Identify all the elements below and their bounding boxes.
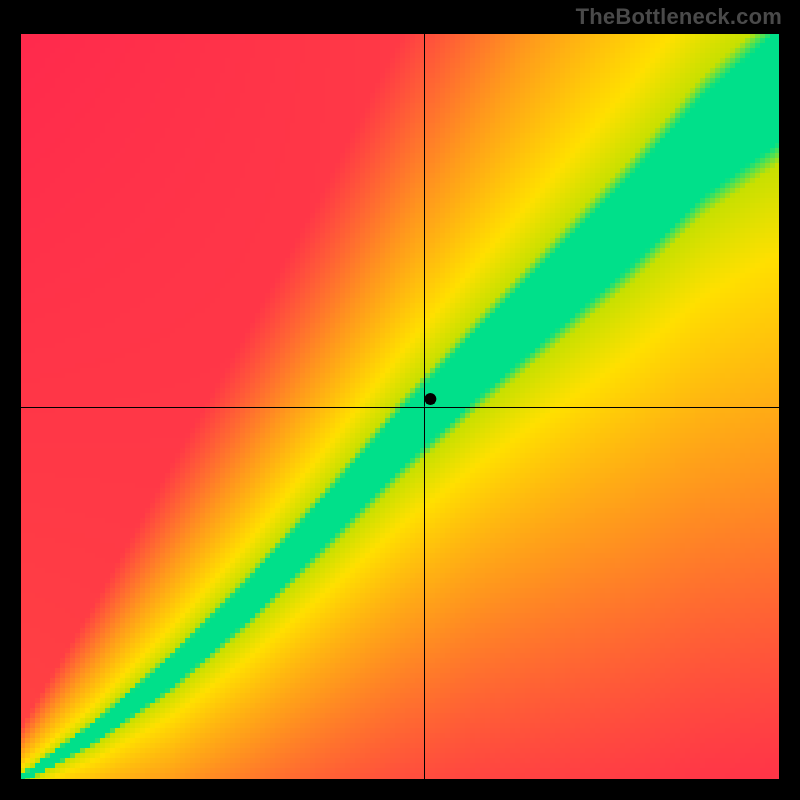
watermark-text: TheBottleneck.com	[576, 4, 782, 30]
chart-container: TheBottleneck.com	[0, 0, 800, 800]
overlay-canvas	[0, 0, 800, 800]
